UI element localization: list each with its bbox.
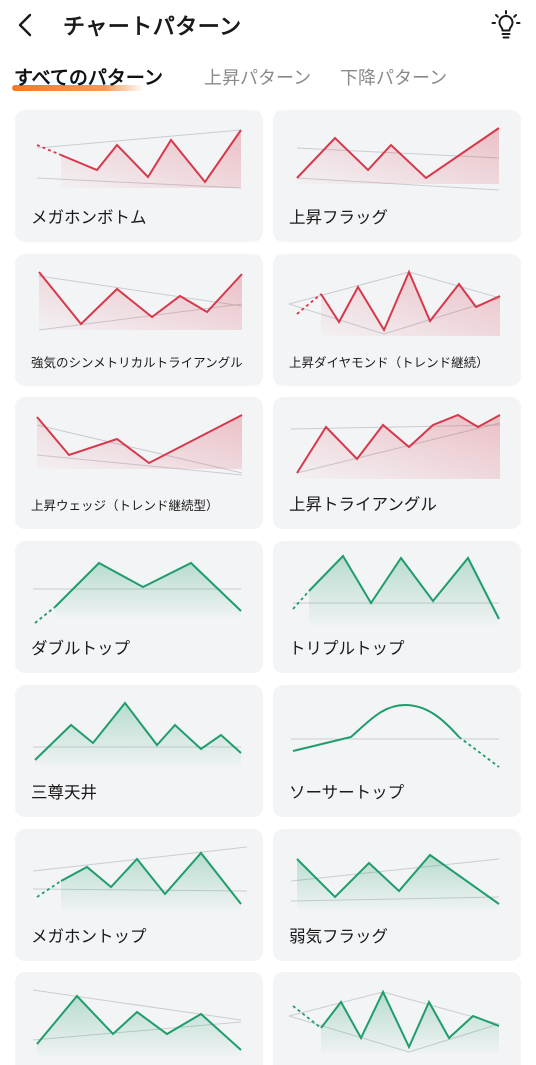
price-line — [38, 271, 243, 326]
pattern-chart-icon — [33, 561, 242, 624]
price-line — [36, 414, 243, 465]
pattern-card[interactable]: 強気のシンメトリカルトライアングル — [15, 253, 263, 386]
price-line — [34, 701, 242, 761]
price-line-dashed — [34, 606, 56, 624]
pattern-chart-icon — [292, 554, 500, 626]
pattern-card[interactable]: 三尊天井 — [15, 684, 263, 817]
pattern-card[interactable]: 上昇ダイヤモンド（トレンド継続） — [273, 253, 521, 386]
pattern-chart-icon — [33, 701, 242, 766]
tab-all-patterns[interactable]: すべてのパターン — [14, 67, 163, 89]
pattern-chart-icon — [36, 129, 242, 189]
price-line — [296, 127, 500, 180]
pattern-area-fill — [309, 556, 499, 626]
lightbulb-icon — [491, 10, 521, 39]
pattern-chart-icon — [38, 271, 243, 331]
pattern-card[interactable] — [273, 972, 521, 1065]
price-line — [54, 561, 242, 612]
price-line — [320, 269, 501, 332]
pattern-label: メガホントップ — [31, 926, 147, 946]
pattern-card[interactable]: 弱気フラッグ — [273, 828, 521, 961]
pattern-chart-icon — [296, 127, 500, 191]
pattern-area-fill — [61, 852, 241, 910]
pattern-label: トリプルトップ — [289, 639, 405, 659]
pattern-tabs: すべてのパターン 上昇パターン 下降パターン — [0, 58, 536, 98]
pattern-label: 弱気フラッグ — [289, 926, 388, 946]
pattern-area-fill — [61, 130, 241, 188]
pattern-area-fill — [37, 996, 241, 1057]
pattern-area-fill — [297, 128, 499, 184]
trend-guide-line — [288, 991, 384, 1017]
pattern-chart-icon — [290, 853, 500, 910]
pattern-card[interactable]: 上昇フラッグ — [273, 110, 521, 242]
trend-guide-line — [290, 858, 500, 881]
pattern-label: ソーサートップ — [289, 782, 405, 802]
tab-bearish-patterns[interactable]: 下降パターン — [340, 68, 448, 89]
pattern-area-fill — [55, 563, 241, 618]
pattern-card[interactable]: メガホンボトム — [15, 110, 263, 242]
trend-guide-line — [32, 989, 242, 1021]
pattern-card[interactable]: 上昇ウェッジ（トレンド継続型） — [15, 397, 263, 530]
price-line-dashed — [296, 292, 322, 315]
back-button[interactable] — [12, 8, 40, 42]
price-line — [36, 994, 242, 1051]
app-header: チャートパターン — [0, 0, 536, 50]
pattern-area-fill — [37, 415, 242, 470]
chevron-left-icon — [18, 13, 32, 37]
pattern-area-fill — [321, 992, 499, 1054]
pattern-card[interactable]: ダブルトップ — [15, 541, 263, 674]
price-line — [296, 414, 501, 474]
pattern-label: メガホンボトム — [31, 208, 147, 227]
price-line-dashed — [36, 144, 62, 156]
price-line — [60, 850, 242, 905]
active-tab-indicator — [12, 85, 144, 91]
pattern-card[interactable]: メガホントップ — [15, 828, 263, 961]
pattern-chart-icon — [32, 846, 248, 910]
pattern-label: 強気のシンメトリカルトライアングル — [31, 354, 243, 370]
trend-guide-line — [288, 271, 410, 305]
pattern-area-fill — [321, 271, 500, 336]
pattern-label: 三尊天井 — [31, 782, 97, 802]
pattern-card[interactable] — [15, 972, 263, 1065]
pattern-label: 上昇ウェッジ（トレンド継続型） — [31, 498, 219, 514]
pattern-chart-icon — [291, 703, 500, 768]
price-line-dashed — [292, 590, 310, 610]
price-line — [296, 853, 500, 905]
trend-guide-line — [32, 846, 248, 871]
price-line-dashed — [36, 879, 62, 898]
tab-bullish-patterns[interactable]: 上昇パターン — [204, 68, 312, 89]
pattern-area-fill — [297, 415, 500, 480]
pattern-chart-icon — [290, 414, 501, 480]
page-title: チャートパターン — [63, 15, 242, 40]
pattern-label: 上昇ダイヤモンド（トレンド継続） — [289, 354, 489, 370]
pattern-chart-icon — [288, 269, 501, 336]
pattern-chart-icon — [36, 414, 243, 476]
price-line-dashed — [458, 736, 500, 768]
pattern-label: 上昇トライアングル — [289, 495, 437, 515]
pattern-chart-icon — [288, 989, 500, 1054]
pattern-chart-icon — [32, 989, 242, 1057]
price-line — [60, 129, 242, 184]
pattern-label: ダブルトップ — [31, 639, 130, 659]
trend-guide-line — [408, 271, 501, 299]
trend-guide-line — [38, 275, 243, 307]
tips-button[interactable] — [490, 8, 522, 42]
price-line — [320, 989, 500, 1050]
pattern-label: 上昇フラッグ — [289, 208, 388, 227]
trend-guide-line — [36, 129, 242, 149]
pattern-card[interactable]: 上昇トライアングル — [273, 397, 521, 530]
pattern-card[interactable]: ソーサートップ — [273, 684, 521, 817]
pattern-card[interactable]: トリプルトップ — [273, 541, 521, 674]
pattern-area-fill — [35, 702, 241, 766]
price-line — [292, 703, 460, 752]
price-line — [308, 554, 500, 620]
